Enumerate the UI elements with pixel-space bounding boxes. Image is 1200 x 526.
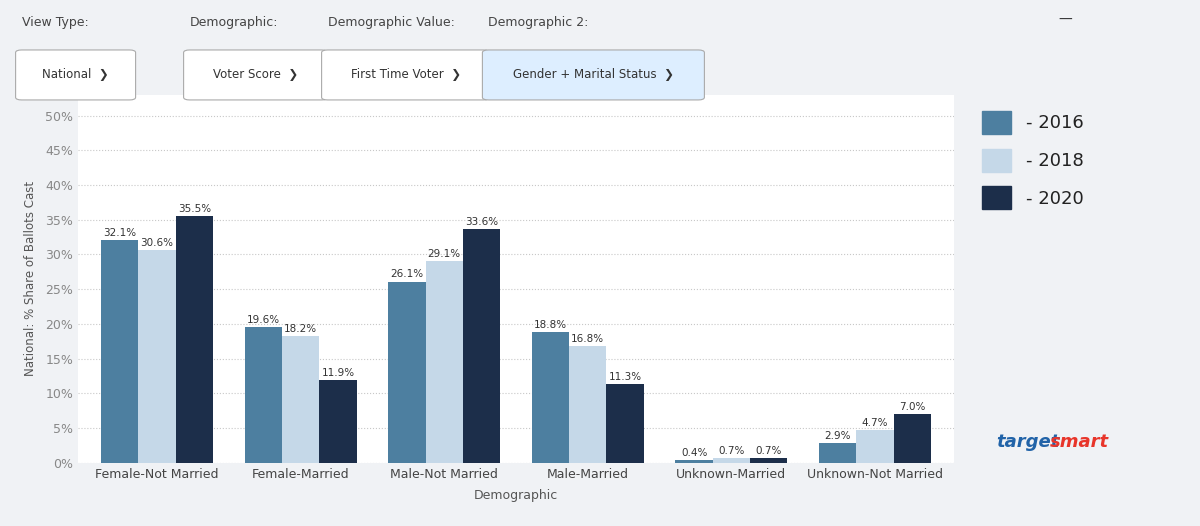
- Bar: [857, 430, 894, 463]
- Bar: [101, 240, 138, 463]
- Y-axis label: National: % Share of Ballots Cast: National: % Share of Ballots Cast: [24, 181, 37, 376]
- Text: Voter Score  ❯: Voter Score ❯: [212, 68, 299, 82]
- Text: Demographic Value:: Demographic Value:: [328, 16, 455, 29]
- Text: 2.9%: 2.9%: [824, 431, 851, 441]
- Text: 32.1%: 32.1%: [103, 228, 137, 238]
- Bar: [606, 385, 644, 463]
- Text: 29.1%: 29.1%: [427, 249, 461, 259]
- Text: 35.5%: 35.5%: [178, 204, 211, 214]
- Text: 18.2%: 18.2%: [284, 325, 317, 335]
- Legend: - 2016, - 2018, - 2020: - 2016, - 2018, - 2020: [976, 104, 1091, 217]
- Bar: [282, 337, 319, 463]
- Text: First Time Voter  ❯: First Time Voter ❯: [350, 68, 461, 82]
- Bar: [750, 458, 787, 463]
- Text: 0.7%: 0.7%: [756, 446, 782, 456]
- Text: 26.1%: 26.1%: [390, 269, 424, 279]
- Text: View Type:: View Type:: [22, 16, 89, 29]
- Bar: [463, 229, 500, 463]
- Bar: [388, 281, 426, 463]
- Bar: [894, 414, 931, 463]
- Text: Demographic:: Demographic:: [190, 16, 278, 29]
- Bar: [713, 458, 750, 463]
- Bar: [569, 346, 606, 463]
- Text: 7.0%: 7.0%: [899, 402, 925, 412]
- Bar: [426, 261, 463, 463]
- Text: —: —: [1058, 13, 1072, 27]
- Text: 11.9%: 11.9%: [322, 368, 354, 378]
- Text: 16.8%: 16.8%: [571, 334, 605, 344]
- Text: 19.6%: 19.6%: [247, 315, 280, 325]
- Bar: [676, 460, 713, 463]
- Bar: [820, 443, 857, 463]
- Text: 33.6%: 33.6%: [464, 217, 498, 227]
- Text: 4.7%: 4.7%: [862, 418, 888, 428]
- Bar: [319, 380, 356, 463]
- Text: 0.4%: 0.4%: [680, 448, 707, 458]
- Text: Gender + Marital Status  ❯: Gender + Marital Status ❯: [512, 68, 674, 82]
- Bar: [138, 250, 175, 463]
- Text: smart: smart: [1050, 433, 1109, 451]
- Text: 11.3%: 11.3%: [608, 372, 642, 382]
- Text: 30.6%: 30.6%: [140, 238, 174, 248]
- Text: target: target: [996, 433, 1060, 451]
- Text: Demographic 2:: Demographic 2:: [488, 16, 589, 29]
- Bar: [245, 327, 282, 463]
- Text: 18.8%: 18.8%: [534, 320, 568, 330]
- Bar: [175, 216, 212, 463]
- Text: National  ❯: National ❯: [42, 68, 109, 82]
- Bar: [532, 332, 569, 463]
- X-axis label: Demographic: Demographic: [474, 489, 558, 502]
- Text: 0.7%: 0.7%: [719, 446, 744, 456]
